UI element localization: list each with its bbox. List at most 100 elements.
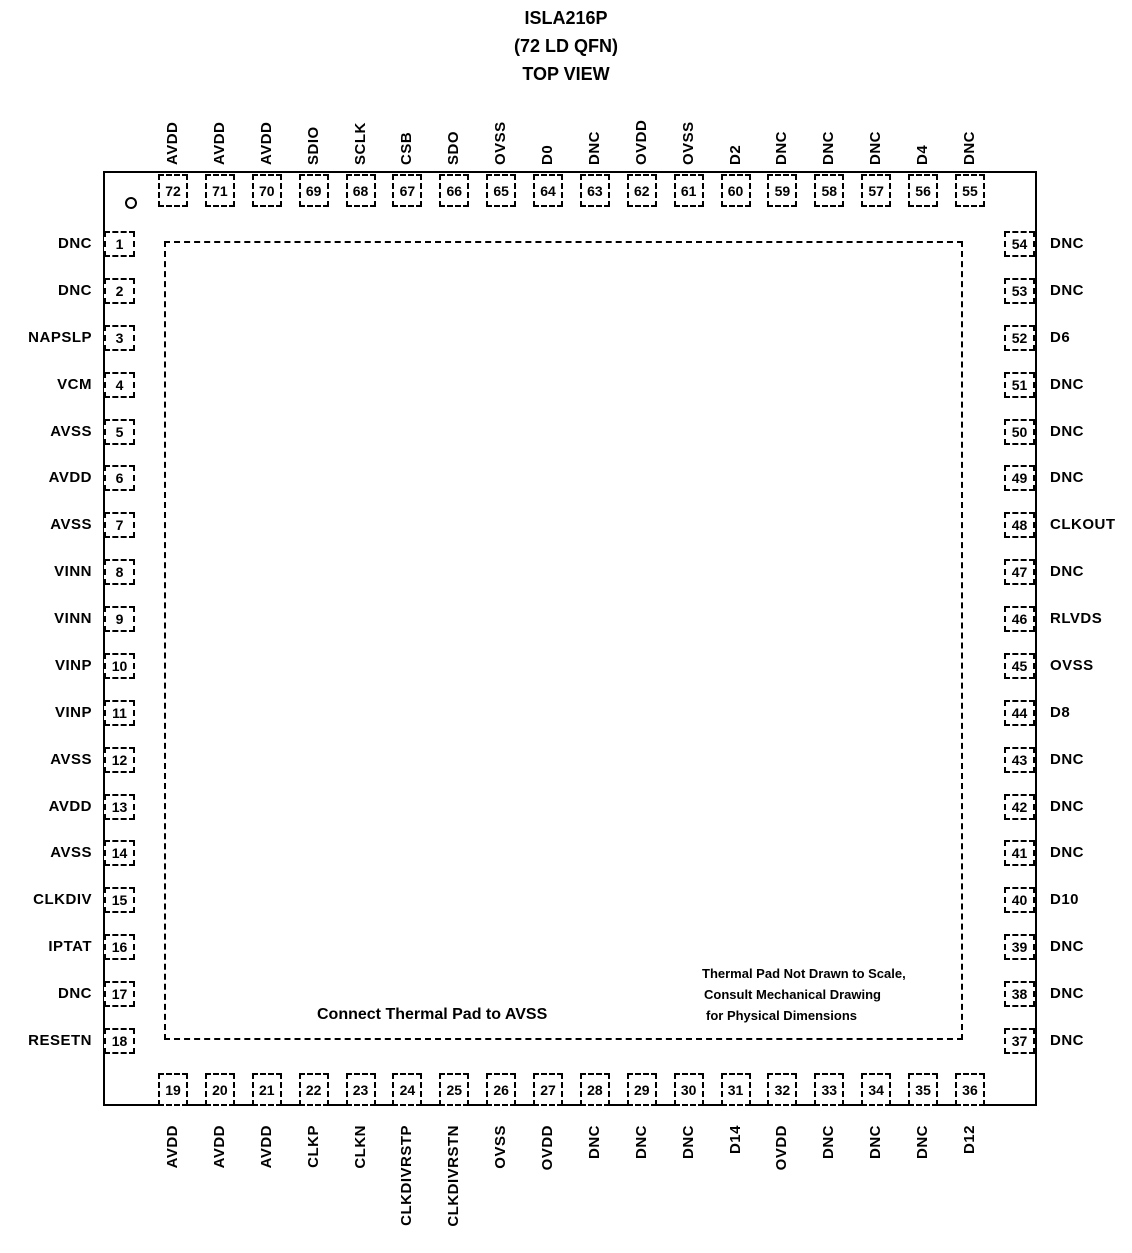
pin-label-7: AVSS xyxy=(50,516,92,534)
pin-label-64: D0 xyxy=(539,144,557,165)
pin-pad-17: 17 xyxy=(104,981,135,1008)
pin-pad-12: 12 xyxy=(104,746,135,773)
thermal-connect-note: Connect Thermal Pad to AVSS xyxy=(317,1006,548,1023)
pin-label-15: CLKDIV xyxy=(33,891,92,909)
pin-pad-15: 15 xyxy=(104,887,135,914)
pin-label-4: VCM xyxy=(57,375,92,393)
pin-label-2: DNC xyxy=(58,281,92,299)
chip-name: ISLA216P xyxy=(524,8,608,28)
pin-label-9: VINN xyxy=(54,610,92,628)
pin-pad-6: 6 xyxy=(104,465,135,492)
pin-label-53: DNC xyxy=(1050,281,1084,299)
pin-pad-5: 5 xyxy=(104,418,135,445)
pin-label-59: DNC xyxy=(773,131,791,165)
pin-label-1: DNC xyxy=(58,235,92,252)
pin-label-10: VINP xyxy=(54,656,92,674)
scale-note-line1: Thermal Pad Not Drawn to Scale, xyxy=(702,966,906,981)
pin-label-72: AVDD xyxy=(164,121,181,165)
pin-pad-27: 27 xyxy=(533,1073,564,1106)
pin-pad-59: 59 xyxy=(767,174,798,207)
pin-pad-26: 26 xyxy=(486,1073,517,1106)
pin-pad-36: 36 xyxy=(954,1073,985,1106)
pin-pad-35: 35 xyxy=(908,1073,939,1106)
pin-label-31: D14 xyxy=(726,1125,744,1155)
pin-pad-67: 67 xyxy=(392,174,423,207)
pin-label-36: D12 xyxy=(960,1125,978,1155)
pin-label-55: DNC xyxy=(960,131,978,165)
pin-pad-54: 54 xyxy=(1004,231,1035,257)
pin-label-56: D4 xyxy=(914,144,932,165)
pin-pad-14: 14 xyxy=(104,840,135,867)
pin-label-63: DNC xyxy=(585,131,603,165)
pin-pad-24: 24 xyxy=(392,1073,423,1106)
pin-label-54: DNC xyxy=(1050,235,1084,252)
pin-label-25: CLKDIVRSTN xyxy=(445,1125,463,1227)
pin-label-34: DNC xyxy=(867,1125,885,1159)
pin-label-61: OVSS xyxy=(679,121,697,165)
pin1-indicator-icon xyxy=(125,197,137,209)
pin-pad-43: 43 xyxy=(1004,746,1035,773)
pin-label-38: DNC xyxy=(1050,985,1084,1003)
pin-pad-30: 30 xyxy=(673,1073,704,1106)
pin-label-17: DNC xyxy=(58,985,92,1003)
pin-pad-19: 19 xyxy=(158,1073,188,1106)
thermal-pad xyxy=(164,241,963,1040)
pin-pad-8: 8 xyxy=(104,559,135,586)
pin-label-70: AVDD xyxy=(257,121,275,165)
pin-label-6: AVDD xyxy=(48,469,92,487)
pin-pad-16: 16 xyxy=(104,934,135,961)
pin-label-32: OVDD xyxy=(773,1125,791,1171)
pin-pad-45: 45 xyxy=(1004,652,1035,679)
pin-pad-31: 31 xyxy=(720,1073,751,1106)
pin-label-52: D6 xyxy=(1050,328,1071,346)
pin-label-16: IPTAT xyxy=(48,938,92,956)
pin-label-44: D8 xyxy=(1050,703,1071,721)
pin-label-60: D2 xyxy=(726,144,744,165)
pin-pad-40: 40 xyxy=(1004,887,1035,914)
pin-label-11: VINP xyxy=(54,703,92,721)
pin-label-47: DNC xyxy=(1050,563,1084,581)
pin-pad-61: 61 xyxy=(673,174,704,207)
pin-pad-10: 10 xyxy=(104,652,135,679)
pin-label-50: DNC xyxy=(1050,422,1084,440)
pin-pad-72: 72 xyxy=(158,174,188,207)
pin-label-21: AVDD xyxy=(257,1125,275,1169)
pin-label-42: DNC xyxy=(1050,797,1084,815)
pin-label-35: DNC xyxy=(914,1125,932,1159)
pin-label-26: OVSS xyxy=(492,1125,510,1169)
pin-pad-47: 47 xyxy=(1004,559,1035,586)
pin-pad-60: 60 xyxy=(720,174,751,207)
pin-pad-4: 4 xyxy=(104,371,135,398)
pin-pad-44: 44 xyxy=(1004,699,1035,726)
pin-pad-56: 56 xyxy=(908,174,939,207)
pin-label-37: DNC xyxy=(1050,1031,1084,1049)
pin-pad-70: 70 xyxy=(251,174,282,207)
pin-pad-13: 13 xyxy=(104,793,135,820)
pin-label-66: SDO xyxy=(445,130,463,165)
pin-pad-58: 58 xyxy=(814,174,845,207)
pin-pad-53: 53 xyxy=(1004,277,1035,304)
pin-pad-64: 64 xyxy=(533,174,564,207)
view-label: TOP VIEW xyxy=(522,64,610,84)
pin-label-18: RESETN xyxy=(28,1031,92,1049)
pin-label-12: AVSS xyxy=(50,750,92,768)
pin-pad-2: 2 xyxy=(104,277,135,304)
pin-label-23: CLKN xyxy=(351,1125,369,1169)
pin-label-39: DNC xyxy=(1050,938,1084,956)
pin-pad-3: 3 xyxy=(104,324,135,351)
pin-label-68: SCLK xyxy=(351,122,369,165)
pin-label-24: CLKDIVRSTP xyxy=(398,1125,416,1226)
pin-pad-50: 50 xyxy=(1004,418,1035,445)
pin-pad-32: 32 xyxy=(767,1073,798,1106)
pin-pad-71: 71 xyxy=(204,174,235,207)
pin-label-20: AVDD xyxy=(210,1125,228,1169)
pin-label-19: AVDD xyxy=(164,1125,181,1169)
pin-pad-62: 62 xyxy=(626,174,657,207)
scale-note-line2: Consult Mechanical Drawing xyxy=(704,987,881,1002)
pin-label-27: OVDD xyxy=(539,1125,557,1171)
pin-pad-37: 37 xyxy=(1004,1027,1035,1054)
pin-pad-20: 20 xyxy=(204,1073,235,1106)
pin-pad-7: 7 xyxy=(104,512,135,539)
pin-pad-9: 9 xyxy=(104,606,135,633)
pin-pad-28: 28 xyxy=(579,1073,610,1106)
